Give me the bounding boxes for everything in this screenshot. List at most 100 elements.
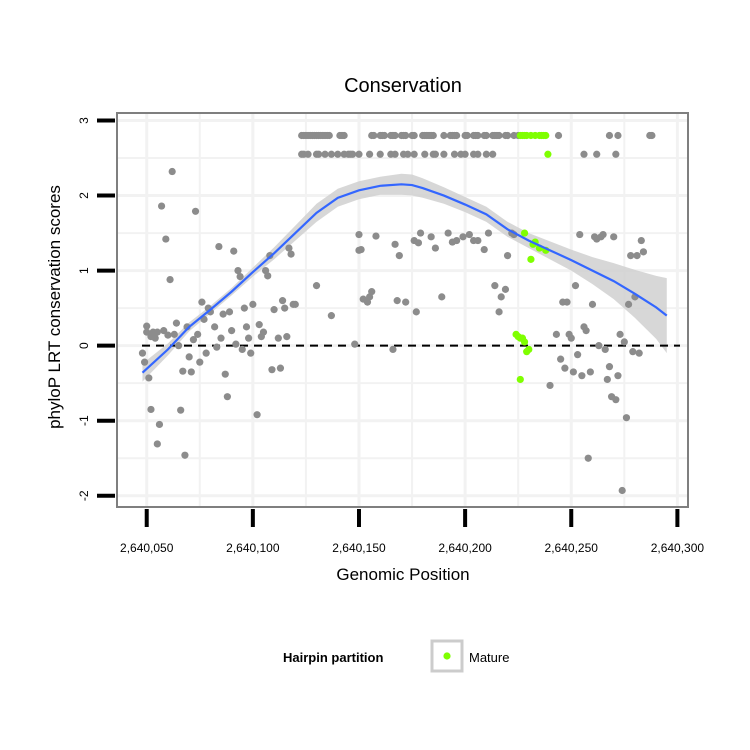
data-point-mature <box>520 338 529 346</box>
data-point-other <box>334 150 342 158</box>
data-point-other <box>213 343 221 351</box>
data-point-other <box>187 368 195 376</box>
data-point-other <box>497 293 505 301</box>
data-point-other <box>431 150 440 158</box>
data-point-other <box>567 334 575 342</box>
data-point-other <box>412 308 420 316</box>
data-point-other <box>637 236 645 245</box>
data-point-other <box>228 327 236 335</box>
legend-label-mature: Mature <box>469 650 509 665</box>
data-point-other <box>287 250 295 258</box>
data-point-other <box>270 306 278 314</box>
data-point-other <box>438 293 446 301</box>
data-point-other <box>612 396 620 404</box>
data-point-other <box>495 131 503 140</box>
data-point-other <box>444 229 452 237</box>
data-point-other <box>283 333 291 341</box>
data-point-other <box>230 247 238 255</box>
data-point-other <box>605 131 614 140</box>
plot-panel <box>116 112 689 508</box>
data-point-other <box>221 370 229 378</box>
y-tick-label: 0 <box>77 342 91 349</box>
data-point-other <box>351 340 359 348</box>
data-point-other <box>474 131 482 140</box>
data-point-other <box>648 131 656 140</box>
data-point-other <box>402 298 410 306</box>
x-axis-title: Genomic Position <box>336 565 469 584</box>
data-point-other <box>276 364 285 372</box>
data-point-other <box>421 150 429 158</box>
legend-key-mature <box>443 652 451 660</box>
x-tick-label: 2,640,300 <box>651 541 705 555</box>
data-point-other <box>321 150 329 158</box>
data-point-other <box>440 150 448 158</box>
data-point-other <box>580 150 588 158</box>
data-point-mature <box>544 150 552 158</box>
legend: Hairpin partition Mature <box>283 639 509 673</box>
data-point-other <box>177 406 185 414</box>
y-tick-label: -2 <box>77 490 91 501</box>
data-point-other <box>179 367 187 375</box>
data-point-other <box>160 327 168 335</box>
data-point-other <box>145 374 153 382</box>
data-point-other <box>474 236 482 245</box>
data-point-other <box>605 363 614 371</box>
data-point-other <box>614 131 622 140</box>
data-point-other <box>410 131 418 140</box>
data-point-other <box>563 298 571 306</box>
data-point-other <box>240 304 248 312</box>
data-point-other <box>561 364 569 372</box>
data-point-other <box>459 233 467 241</box>
data-point-other <box>219 310 227 318</box>
data-point-other <box>370 131 378 140</box>
data-point-other <box>610 233 618 241</box>
data-point-other <box>410 150 418 158</box>
data-point-other <box>586 368 594 376</box>
data-point-other <box>225 308 234 316</box>
data-point-other <box>170 330 178 338</box>
y-tick-label: 1 <box>77 267 91 274</box>
data-point-other <box>140 358 149 366</box>
data-point-other <box>482 131 490 140</box>
data-point-other <box>327 150 335 158</box>
data-point-other <box>147 405 155 414</box>
data-point-mature <box>516 375 524 384</box>
data-point-other <box>393 297 401 305</box>
data-point-other <box>166 276 174 284</box>
data-point-other <box>215 242 223 251</box>
data-point-other <box>627 251 635 260</box>
data-point-other <box>546 381 554 390</box>
data-point-other <box>616 330 624 338</box>
data-point-other <box>624 300 633 308</box>
data-point-other <box>255 321 263 329</box>
data-point-other <box>557 355 565 363</box>
data-point-other <box>614 372 622 380</box>
data-point-other <box>238 345 246 353</box>
data-point-other <box>574 351 582 359</box>
x-tick-label: 2,640,250 <box>545 541 599 555</box>
data-point-other <box>211 323 219 331</box>
data-point-other <box>552 330 560 338</box>
data-point-other <box>576 230 584 239</box>
data-point-other <box>181 451 189 459</box>
data-point-mature <box>520 229 529 237</box>
data-point-other <box>622 414 631 422</box>
data-point-mature <box>542 131 550 140</box>
data-point-other <box>404 150 412 158</box>
data-point-other <box>285 244 293 252</box>
data-point-other <box>232 340 240 348</box>
data-point-other <box>461 150 469 158</box>
data-point-other <box>633 251 641 260</box>
data-point-other <box>194 330 202 338</box>
data-point-other <box>242 323 251 331</box>
data-point-other <box>164 331 172 339</box>
data-point-other <box>327 312 335 320</box>
data-point-other <box>196 358 204 366</box>
data-point-other <box>578 372 586 380</box>
data-point-other <box>620 338 628 346</box>
data-point-other <box>391 150 399 158</box>
data-point-other <box>281 304 289 312</box>
data-point-other <box>474 150 482 158</box>
data-point-other <box>612 150 620 158</box>
